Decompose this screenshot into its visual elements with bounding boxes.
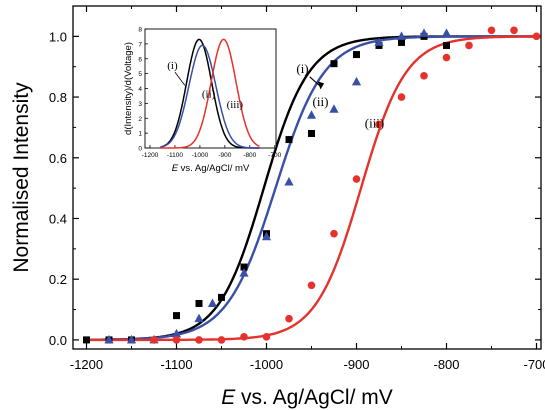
data-point-circle: [172, 336, 181, 344]
inset-y-tick-label: 6: [138, 56, 142, 63]
inset-x-tick-label: -800: [243, 152, 256, 159]
inset-curve: [160, 38, 260, 149]
data-point-square: [330, 60, 338, 68]
fit-curve: [86, 35, 541, 342]
main-chart: -1200 -1100 -1000 -900 -800 -700 0.0 0.2 0.4 0.6 0…: [10, 5, 545, 409]
data-point-square: [285, 136, 293, 144]
data-point-circle: [397, 93, 406, 101]
fit-curve: [86, 35, 541, 341]
data-point-circle: [240, 333, 248, 341]
inset-chart: -1200 -1100 -1000 -900 -800 -700 0 1 2 3 4 5 6 7 8 E vs…: [123, 27, 282, 175]
data-point-triangle: [126, 334, 137, 344]
data-point-triangle: [329, 104, 339, 113]
data-point-circle: [195, 336, 203, 344]
inset-y-tick-label: 7: [138, 41, 142, 48]
inset-x-axis-title-italic: E: [172, 163, 179, 174]
x-tick-label: -1000: [250, 357, 283, 372]
inset-curve-label: (i): [167, 60, 178, 72]
inset-x-axis-title-rest: vs. Ag/AgCl/ mV: [178, 163, 250, 174]
data-point-square: [173, 312, 180, 320]
data-point-triangle: [284, 177, 294, 186]
data-point-triangle: [441, 28, 452, 37]
data-point-square: [353, 51, 360, 59]
x-axis-title: E vs. Ag/AgCl/ mV: [221, 386, 393, 409]
inset-curve-label: (ii): [202, 88, 216, 100]
data-point-square: [218, 293, 225, 301]
inset-x-tick-label: -900: [218, 152, 231, 159]
data-point-triangle: [351, 76, 362, 86]
inset-y-tick-label: 4: [138, 86, 142, 93]
y-tick-label: 0.6: [49, 151, 67, 166]
y-tick-label: 1.0: [49, 29, 67, 44]
data-point-triangle: [207, 298, 218, 307]
data-point-circle: [285, 314, 293, 323]
data-point-square: [308, 129, 315, 137]
x-tick-label: -800: [433, 357, 459, 372]
data-point-square: [398, 38, 405, 46]
x-tick-label: -1100: [160, 357, 192, 372]
plot-frame: [72, 5, 542, 350]
data-point-circle: [150, 336, 158, 344]
inset-x-tick-label: -1100: [167, 152, 184, 159]
data-point-square: [443, 41, 450, 49]
data-point-circle: [442, 53, 451, 62]
data-point-circle: [420, 72, 428, 80]
inset-x-tick-label: -1000: [192, 152, 209, 159]
curve-label: (ii): [313, 94, 329, 109]
data-point-triangle: [419, 28, 429, 37]
inset-curve: [159, 38, 260, 149]
data-point-triangle: [374, 37, 384, 46]
curve-label: (i): [296, 61, 308, 76]
annotation-arrowhead: [317, 81, 325, 90]
inset-y-tick-label: 8: [138, 27, 142, 34]
data-point-circle: [217, 336, 226, 344]
data-point-square: [240, 263, 248, 271]
x-tick-label: -900: [343, 357, 369, 372]
data-point-triangle: [171, 328, 182, 338]
inset-y-tick-label: 0: [138, 146, 142, 153]
inset-annotation-arrow: [174, 71, 186, 86]
inset-y-tick-label: 1: [138, 131, 142, 138]
data-point-circle: [510, 26, 518, 35]
data-point-circle: [262, 333, 271, 341]
inset-y-tick-label: 5: [138, 71, 142, 78]
data-point-circle: [487, 26, 496, 35]
inset-y-tick-label: 3: [138, 101, 142, 108]
data-point-circle: [330, 229, 338, 238]
data-point-circle: [375, 120, 383, 129]
x-axis-title-rest: vs. Ag/AgCl/ mV: [235, 386, 393, 409]
data-point-square: [195, 299, 203, 307]
data-point-triangle: [194, 313, 204, 323]
data-point-triangle: [104, 334, 114, 344]
data-point-triangle: [261, 231, 272, 241]
x-tick-label: -1200: [70, 357, 103, 372]
data-point-triangle: [396, 31, 407, 40]
y-tick-label: 0.0: [49, 333, 67, 348]
y-tick-label: 0.8: [49, 90, 67, 105]
y-tick-label: 0.2: [49, 272, 67, 287]
y-tick-label: 0.4: [49, 211, 67, 226]
data-point-square: [83, 336, 90, 344]
data-point-triangle: [306, 110, 317, 119]
inset-x-tick-label: -700: [268, 152, 281, 159]
x-tick-label: -700: [523, 357, 545, 372]
data-point-circle: [465, 41, 473, 50]
curve-label: (iii): [365, 115, 385, 130]
inset-y-tick-label: 2: [138, 116, 142, 123]
inset-x-tick-label: -1200: [142, 152, 159, 159]
data-point-triangle: [239, 268, 249, 277]
inset-curve: [159, 44, 260, 149]
data-point-circle: [307, 281, 316, 290]
inset-y-axis-title: d(Intensity)/d(Voltage): [123, 42, 134, 135]
y-axis-title: Normalised Intensity: [10, 82, 33, 273]
data-point-circle: [532, 32, 541, 41]
x-axis-title-italic: E: [221, 386, 236, 409]
inset-x-axis-title: E vs. Ag/AgCl/ mV: [172, 163, 250, 174]
inset-curve-label: (iii): [227, 99, 244, 111]
annotation-arrow: [309, 76, 321, 87]
data-point-circle: [352, 175, 361, 183]
